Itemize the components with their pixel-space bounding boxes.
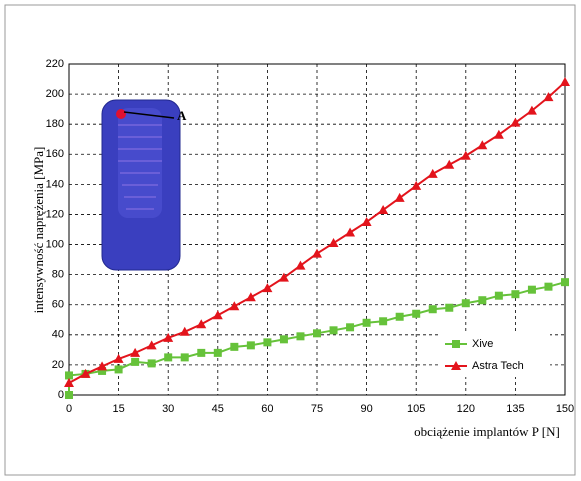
- y-axis-label: intensywność naprężenia [MPa]: [31, 147, 46, 314]
- legend-label: Xive: [472, 338, 493, 350]
- page: {"chart_data": {"type": "line", "xlabel"…: [0, 0, 581, 481]
- data-point: [462, 299, 470, 307]
- data-point: [495, 292, 503, 300]
- x-tick-label: 90: [360, 403, 372, 415]
- legend-swatch: [452, 340, 460, 348]
- annotation: A: [177, 108, 187, 123]
- y-tick-label: 140: [46, 178, 64, 190]
- data-point: [528, 286, 536, 294]
- data-point: [511, 290, 519, 298]
- x-tick-label: 150: [556, 403, 574, 415]
- data-point: [280, 335, 288, 343]
- data-point: [379, 317, 387, 325]
- data-point: [65, 391, 73, 399]
- y-tick-label: 80: [52, 269, 64, 281]
- data-point: [230, 343, 238, 351]
- data-point: [363, 319, 371, 327]
- data-point: [445, 304, 453, 312]
- x-tick-label: 45: [212, 403, 224, 415]
- legend-label: Astra Tech: [472, 360, 524, 372]
- data-point: [478, 296, 486, 304]
- data-point: [164, 353, 172, 361]
- x-tick-label: 60: [261, 403, 273, 415]
- y-tick-label: 60: [52, 299, 64, 311]
- data-point: [197, 349, 205, 357]
- data-point: [412, 310, 420, 318]
- data-point: [330, 326, 338, 334]
- y-tick-label: 180: [46, 118, 64, 130]
- data-point: [181, 353, 189, 361]
- x-tick-label: 135: [506, 403, 524, 415]
- data-point: [131, 358, 139, 366]
- x-tick-label: 105: [407, 403, 425, 415]
- data-point: [263, 338, 271, 346]
- x-tick-label: 30: [162, 403, 174, 415]
- chart: 0 20 40 60 80 100 120 140 160 180 200 220 0 15 30 45 60 7…: [0, 0, 581, 481]
- x-axis-label: obciążenie implantów P [N]: [414, 424, 560, 439]
- legend: Xive Astra Tech: [440, 333, 550, 377]
- y-tick-label: 100: [46, 238, 64, 250]
- x-tick-label: 15: [112, 403, 124, 415]
- data-point: [346, 323, 354, 331]
- y-tick-label: 20: [52, 359, 64, 371]
- y-tick-label: 200: [46, 88, 64, 100]
- stress-point: [116, 109, 126, 119]
- y-tick-label: 220: [46, 58, 64, 70]
- y-tick-label: 40: [52, 329, 64, 341]
- data-point: [396, 313, 404, 321]
- data-point: [247, 341, 255, 349]
- data-point: [544, 283, 552, 291]
- data-point: [148, 359, 156, 367]
- y-tick-label: 160: [46, 148, 64, 160]
- data-point: [115, 365, 123, 373]
- data-point: [313, 329, 321, 337]
- x-tick-label: 75: [311, 403, 323, 415]
- x-tick-label: 120: [457, 403, 475, 415]
- data-point: [561, 278, 569, 286]
- y-tick-label: 120: [46, 208, 64, 220]
- x-tick-label: 0: [66, 403, 72, 415]
- data-point: [429, 305, 437, 313]
- y-tick-label: 0: [58, 389, 64, 401]
- data-point: [214, 349, 222, 357]
- data-point: [296, 332, 304, 340]
- implant-figure: A: [102, 100, 187, 270]
